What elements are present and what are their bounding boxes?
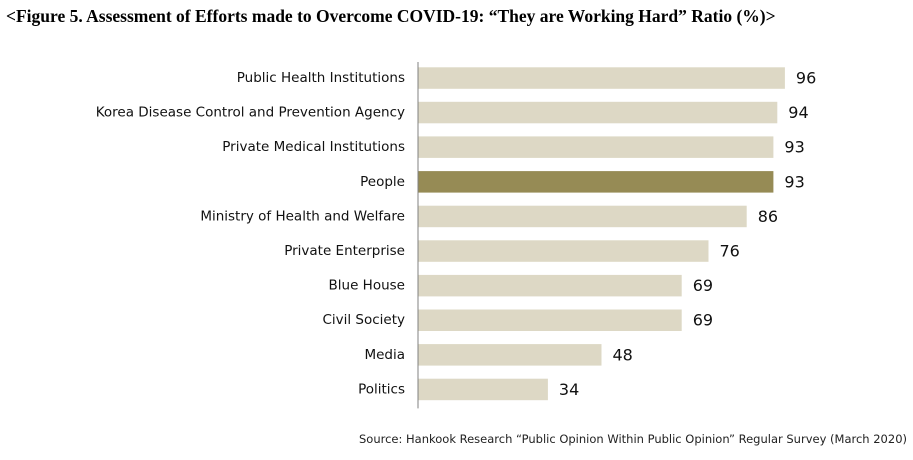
bar-politics [418, 378, 548, 401]
bar-korea-disease-control-and-prevention-agency [418, 101, 778, 124]
source-note: Source: Hankook Research “Public Opinion… [358, 432, 907, 446]
bar-private-enterprise [418, 240, 709, 262]
value-label: 34 [559, 380, 579, 399]
category-label: People [360, 174, 405, 190]
category-label: Politics [358, 381, 405, 397]
category-label: Private Enterprise [284, 243, 405, 259]
value-label: 69 [693, 311, 713, 330]
value-label: 48 [613, 345, 633, 364]
category-label: Blue House [329, 278, 405, 294]
category-label: Korea Disease Control and Prevention Age… [96, 105, 405, 121]
bar-private-medical-institutions [418, 136, 774, 158]
bar-blue-house [418, 274, 682, 297]
category-label: Ministry of Health and Welfare [200, 208, 405, 224]
chart-title: <Figure 5. Assessment of Efforts made to… [6, 6, 776, 26]
bar-media [418, 344, 602, 366]
value-label: 86 [758, 207, 778, 226]
value-label: 69 [693, 276, 713, 295]
category-label: Private Medical Institutions [222, 139, 405, 155]
value-label: 93 [784, 172, 804, 191]
value-label: 93 [784, 138, 804, 157]
bar-public-health-institutions [418, 67, 785, 89]
value-label: 76 [720, 242, 740, 261]
bar-people [418, 171, 774, 193]
category-label: Civil Society [322, 312, 405, 328]
value-label: 96 [796, 69, 816, 88]
category-label: Media [364, 347, 405, 363]
category-label: Public Health Institutions [237, 70, 405, 86]
value-label: 94 [788, 103, 808, 122]
bar-civil-society [418, 309, 682, 331]
bar-ministry-of-health-and-welfare [418, 205, 747, 228]
